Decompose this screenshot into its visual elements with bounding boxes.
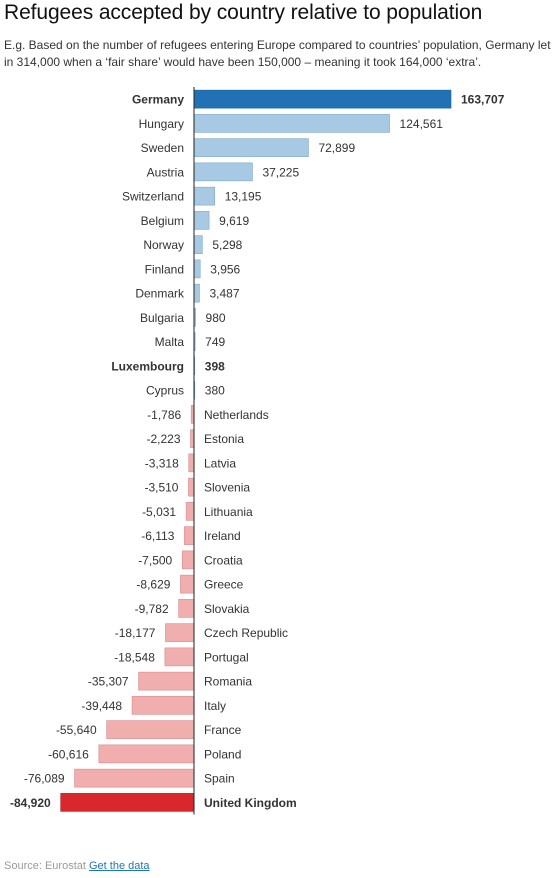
value-label: -5,031 [142,505,176,519]
value-label: -76,089 [24,772,65,786]
category-label: Netherlands [204,408,269,422]
category-label: Ireland [204,529,241,543]
value-label: 3,487 [209,287,239,301]
value-label: 5,298 [212,238,242,252]
value-label: -84,920 [10,796,51,810]
category-label: Norway [143,238,184,252]
value-label: -55,640 [56,723,97,737]
category-label: Luxembourg [111,359,184,373]
bar-slovakia [178,599,195,618]
bar-switzerland [193,186,216,206]
category-label: Poland [204,747,241,761]
source-label: Source: Eurostat [4,860,86,872]
chart-subtitle: E.g. Based on the number of refugees ent… [4,38,551,69]
bar-denmark [193,283,200,303]
category-label: Cyprus [146,384,184,398]
value-label: -18,177 [115,626,156,640]
bar-lithuania [185,502,195,521]
bar-latvia [188,453,195,473]
category-label: Belgium [141,214,184,228]
value-label: 3,956 [210,262,240,276]
value-label: 749 [205,335,225,349]
category-label: Bulgaria [140,311,184,325]
category-label: Spain [204,772,235,786]
category-label: Portugal [204,650,249,664]
category-label: Romania [204,675,252,689]
value-label: 163,707 [461,93,505,107]
category-label: Austria [147,165,185,179]
bar-austria [193,162,253,182]
bar-portugal [164,647,195,667]
bar-romania [138,671,195,691]
value-label: -8,629 [136,578,170,592]
bar-estonia [190,429,195,448]
category-label: Italy [204,699,226,713]
value-label: 980 [206,311,226,325]
category-label: France [204,723,242,737]
value-label: -18,548 [114,650,155,664]
bar-germany [193,89,452,109]
bar-united-kingdom [60,793,195,812]
bar-ireland [184,526,195,545]
value-label: -7,500 [138,553,172,567]
category-label: Latvia [204,456,236,470]
category-label: Estonia [204,432,244,446]
value-label: 380 [205,384,225,398]
value-label: -3,510 [144,481,178,495]
bar-czech-republic [165,623,195,642]
bar-sweden [193,138,309,157]
chart-title: Refugees accepted by country relative to… [4,1,483,24]
value-label: 9,619 [219,214,249,228]
value-label: 398 [205,359,225,373]
bar-poland [98,744,195,764]
value-label: 72,899 [318,141,355,155]
category-label: United Kingdom [204,796,297,810]
category-label: Slovakia [204,602,250,616]
category-label: Croatia [204,553,243,567]
category-label: Lithuania [204,505,253,519]
category-label: Denmark [135,287,185,301]
category-label: Hungary [139,117,184,131]
value-label: -60,616 [48,747,89,761]
value-label: 37,225 [262,165,299,179]
category-label: Finland [145,262,184,276]
bar-croatia [181,550,195,570]
value-label: -35,307 [88,675,129,689]
category-label: Greece [204,578,244,592]
category-label: Czech Republic [204,626,288,640]
value-label: -2,223 [146,432,180,446]
value-label: 124,561 [400,117,444,131]
bar-belgium [193,211,210,230]
bar-greece [180,574,195,594]
value-label: -6,113 [141,529,174,543]
value-label: -3,318 [145,456,179,470]
value-label: 13,195 [225,190,262,204]
category-label: Sweden [141,141,184,155]
bar-hungary [193,114,390,133]
category-label: Germany [132,93,184,107]
category-label: Malta [155,335,185,349]
value-label: -9,782 [135,602,169,616]
bar-slovenia [188,477,195,497]
bar-spain [74,768,195,788]
source-line: Source: Eurostat Get the data [4,860,150,872]
category-label: Slovenia [204,481,250,495]
value-label: -39,448 [81,699,122,713]
value-label: -1,786 [147,408,181,422]
bar-france [106,720,195,739]
bar-finland [193,259,201,279]
get-data-link[interactable]: Get the data [89,860,150,872]
bar-norway [193,235,203,254]
category-label: Switzerland [122,190,184,204]
bar-italy [131,696,195,715]
